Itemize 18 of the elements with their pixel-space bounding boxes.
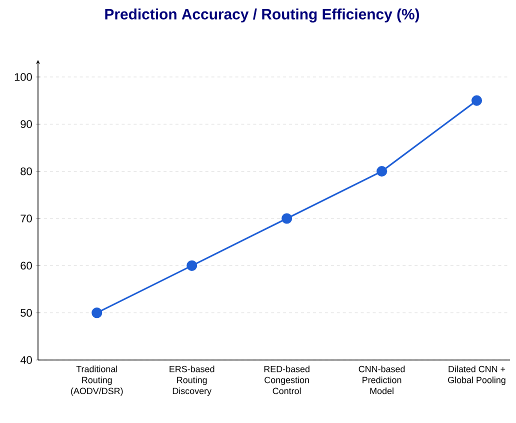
y-tick-label: 50 [20,308,32,317]
y-tick-label: 90 [20,120,32,128]
point [376,166,388,177]
y-tick-label: 70 [20,214,32,222]
x-tick-label: Dilated CNN + Global Pooling [448,366,506,385]
point [471,95,482,106]
chart-title: Prediction Accuracy / Routing Efficiency (%) [105,8,420,23]
y-tick-label: 80 [20,167,32,176]
x-tick-label: RED-based Congestion Control [264,366,310,394]
x-tick-label: CNN-based Prediction Model [358,366,405,394]
point [186,260,198,271]
y-tick-label: 100 [14,73,32,81]
x-tick-label: Traditional Routing (AODV/DSR) [71,366,123,396]
point [282,213,292,224]
x-tick-label: ERS-based Routing Discovery [170,366,214,396]
y-tick-label: 40 [20,356,32,364]
y-tick-label: 60 [20,262,32,270]
point [92,308,102,318]
